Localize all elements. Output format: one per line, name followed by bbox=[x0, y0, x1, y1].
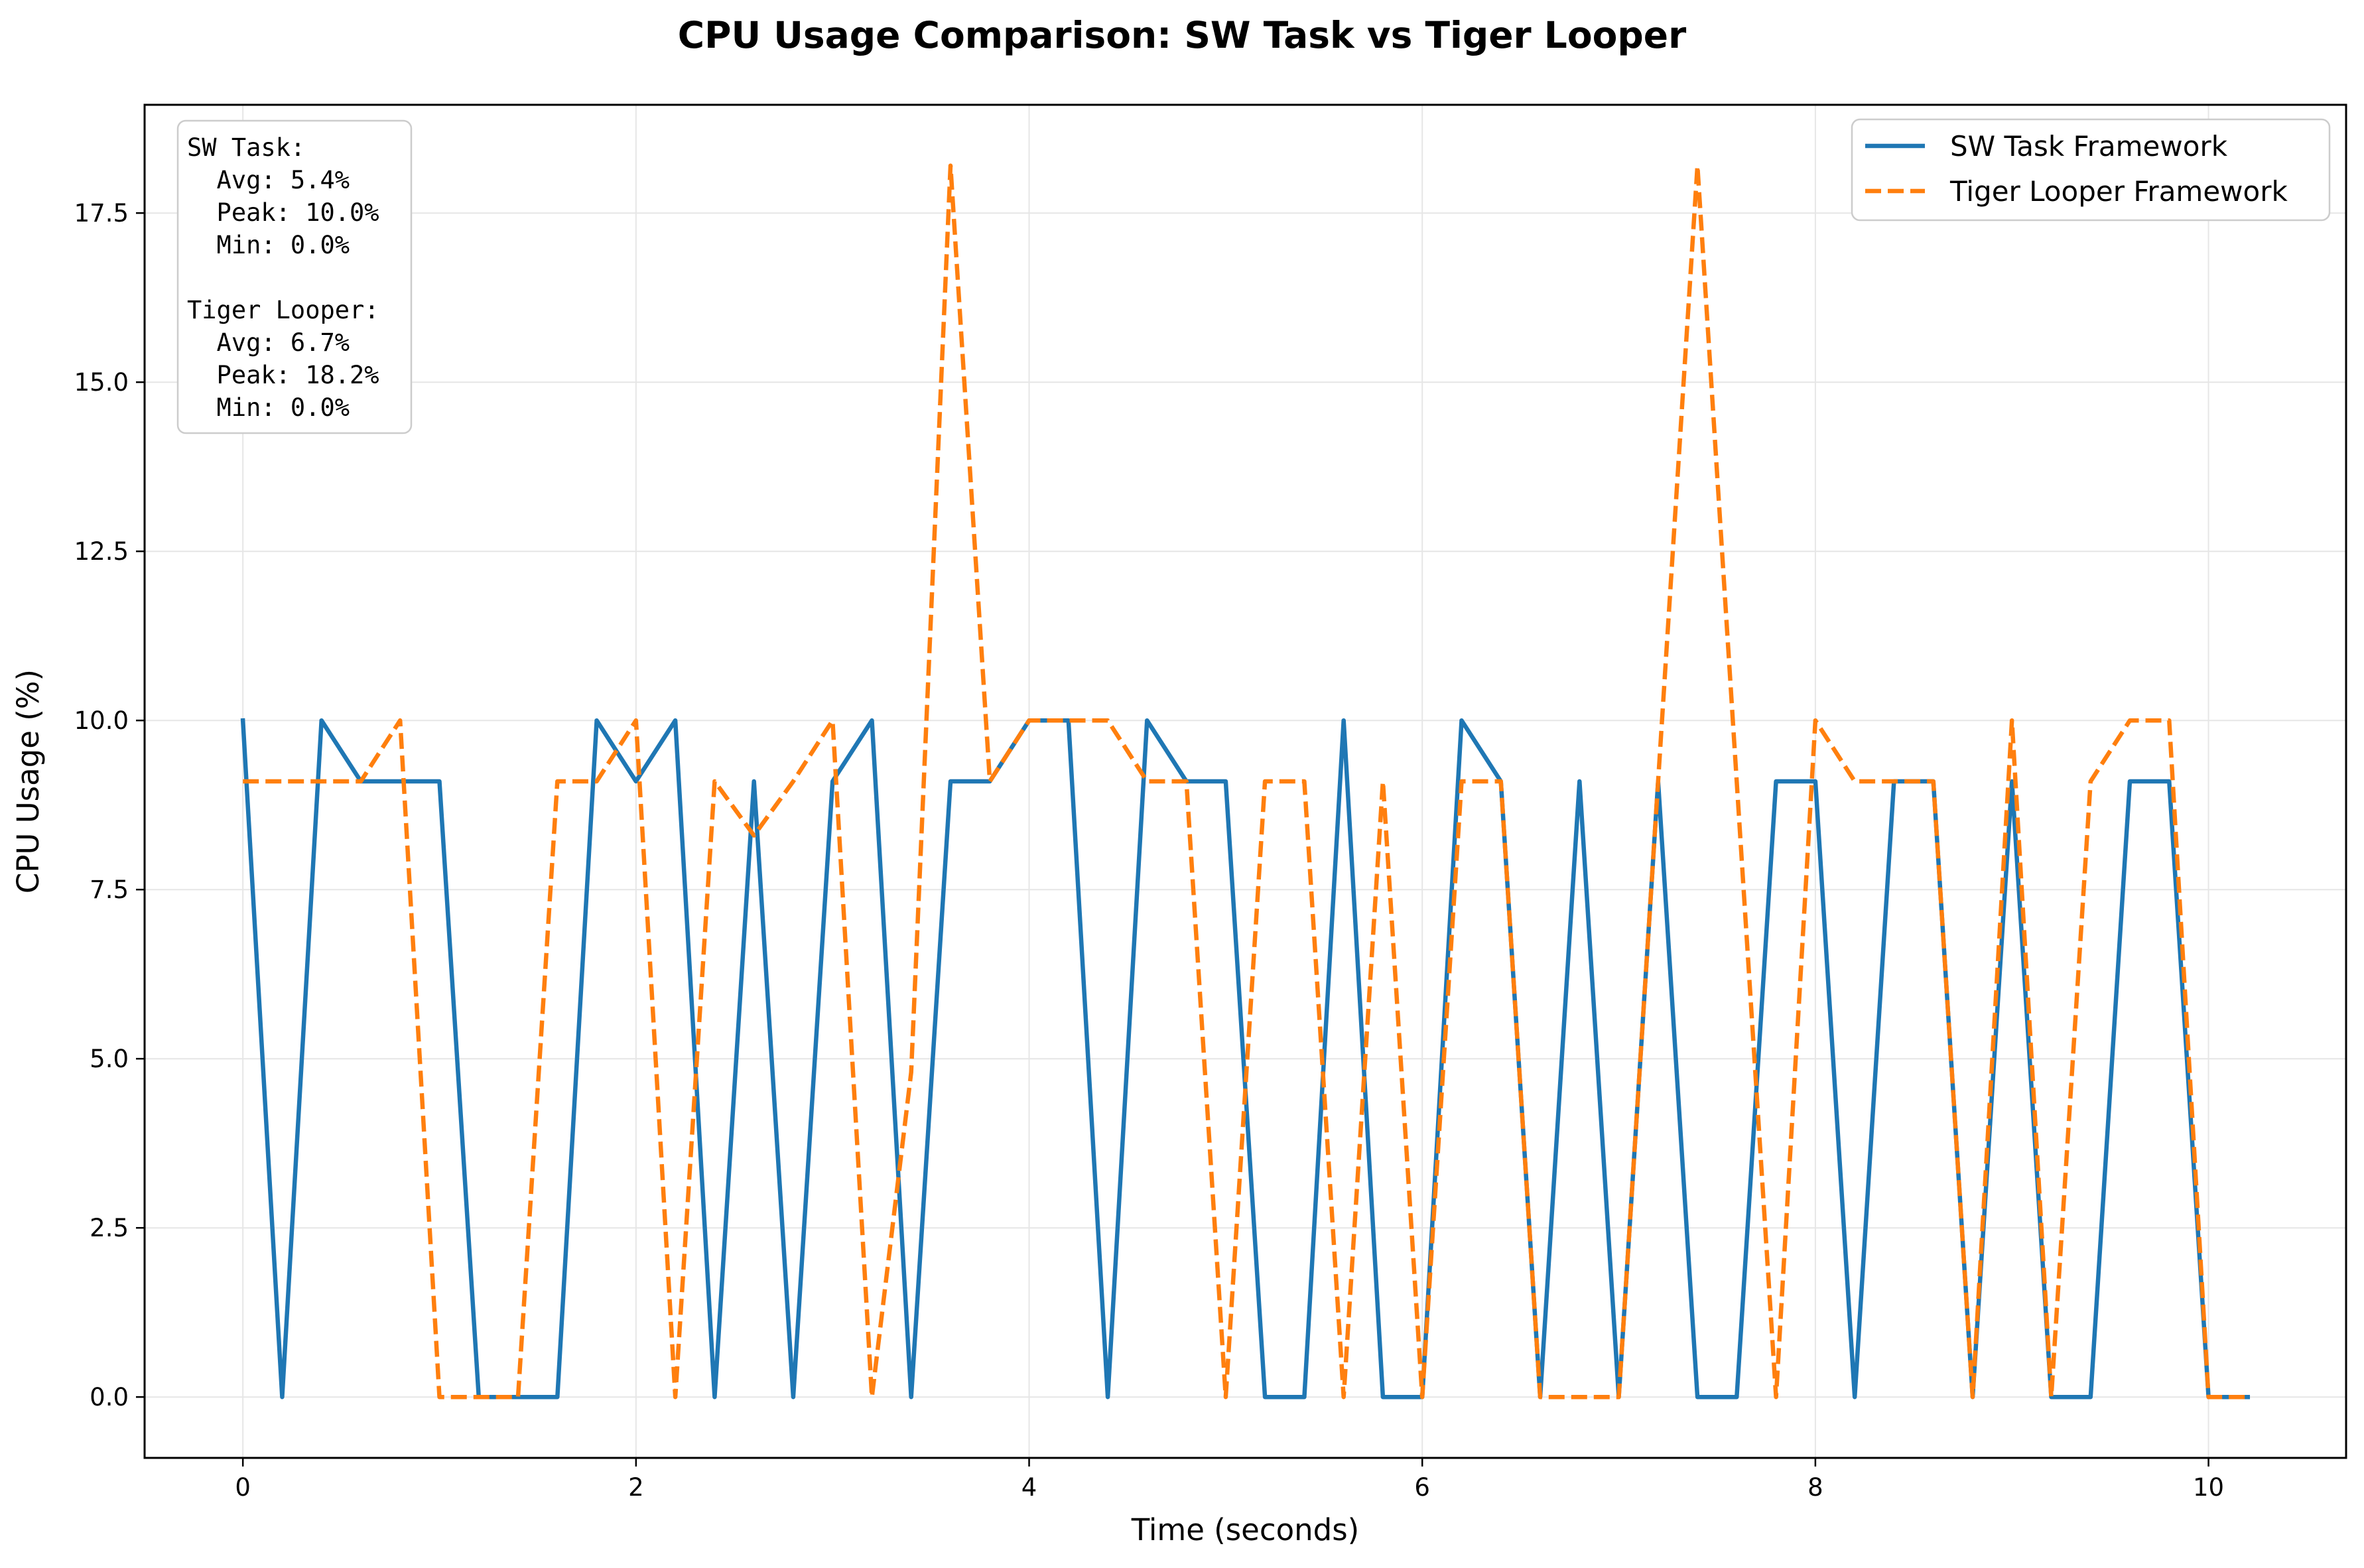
stats-line: Peak: 10.0% bbox=[187, 198, 379, 227]
y-tick-label: 10.0 bbox=[74, 706, 129, 735]
stats-line: Min: 0.0% bbox=[187, 231, 350, 259]
legend-label: SW Task Framework bbox=[1950, 130, 2228, 163]
stats-box-frame bbox=[176, 119, 413, 434]
x-tick-label: 8 bbox=[1807, 1473, 1823, 1502]
axes: 0 2 4 6 8 10 0.0 2.5 5.0 7.5 10.0 12.5 15.0 17.5 bbox=[74, 199, 2225, 1502]
legend-label: Tiger Looper Framework bbox=[1949, 175, 2288, 208]
stats-line: Tiger Looper: bbox=[187, 296, 379, 324]
x-tick-label: 10 bbox=[2193, 1473, 2224, 1502]
chart-title: CPU Usage Comparison: SW Task vs Tiger L… bbox=[678, 14, 1686, 56]
stats-line: Avg: 6.7% bbox=[187, 328, 350, 357]
y-tick-label: 15.0 bbox=[74, 368, 129, 397]
stats-box: SW Task: Avg: 5.4% Peak: 10.0% Min: 0.0%… bbox=[176, 119, 413, 434]
y-tick-label: 7.5 bbox=[90, 876, 129, 904]
y-tick-label: 0.0 bbox=[90, 1383, 129, 1411]
x-tick-label: 0 bbox=[235, 1473, 251, 1502]
x-axis-label: Time (seconds) bbox=[1131, 1512, 1359, 1547]
y-axis-label: CPU Usage (%) bbox=[11, 669, 46, 893]
x-tick-label: 4 bbox=[1021, 1473, 1037, 1502]
legend: SW Task Framework Tiger Looper Framework bbox=[1851, 118, 2331, 222]
tiger-looper-framework-line bbox=[243, 163, 2248, 1400]
series-layer bbox=[240, 163, 2251, 1400]
y-tick-label: 12.5 bbox=[74, 537, 129, 566]
y-tick-label: 2.5 bbox=[90, 1214, 129, 1242]
x-tick-label: 6 bbox=[1414, 1473, 1430, 1502]
stats-line: Peak: 18.2% bbox=[187, 361, 379, 389]
y-tick-label: 17.5 bbox=[74, 199, 129, 228]
stats-line: SW Task: bbox=[187, 133, 305, 162]
stats-line: Avg: 5.4% bbox=[187, 166, 350, 194]
plot-frame bbox=[143, 103, 2347, 1459]
y-tick-label: 5.0 bbox=[90, 1045, 129, 1073]
legend-frame bbox=[1851, 118, 2331, 222]
stats-line: Min: 0.0% bbox=[187, 393, 350, 422]
x-tick-label: 2 bbox=[628, 1473, 644, 1502]
